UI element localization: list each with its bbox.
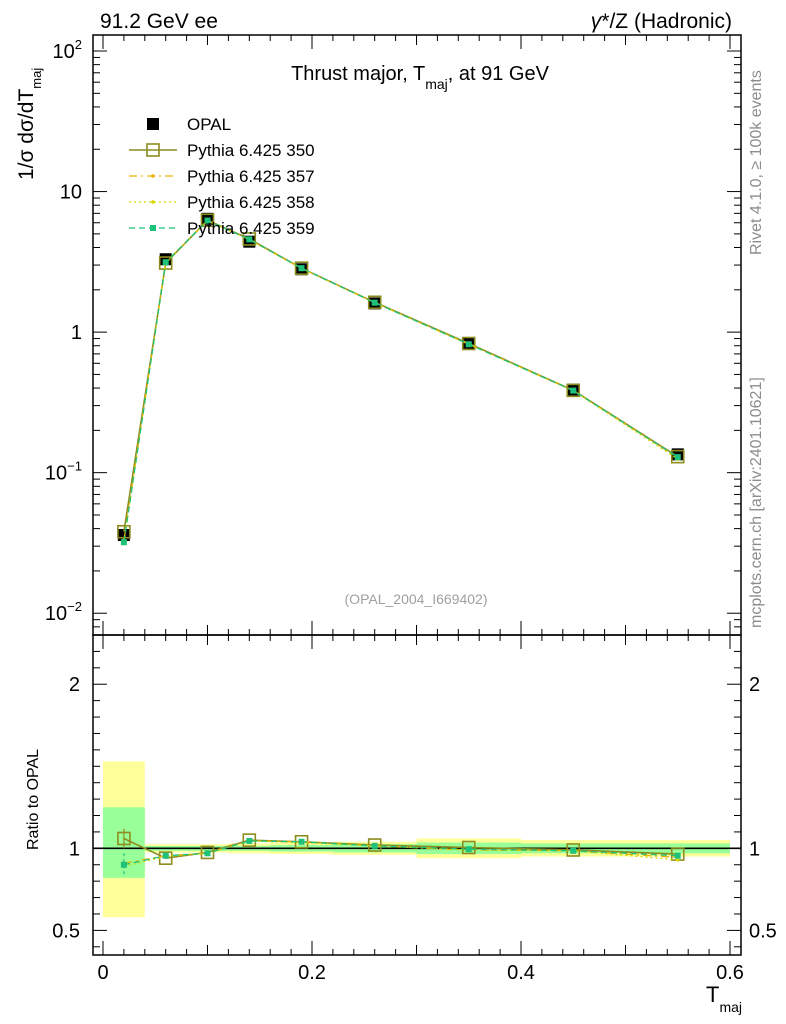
series-point-4 (120, 539, 127, 546)
legend-marker-2 (151, 174, 155, 178)
ratio-y-tick-label-right: 2 (749, 674, 760, 696)
tick-exponent: −2 (67, 599, 82, 614)
series-line-4 (123, 219, 679, 543)
legend-label: Pythia 6.425 359 (187, 219, 315, 238)
main-y-tick-label: 10 (60, 182, 82, 204)
ratio-series-point-4 (120, 861, 127, 868)
series-line-1 (123, 219, 679, 532)
legend-marker-4 (150, 225, 156, 231)
main-y-axis-label-subscript: maj (29, 68, 44, 89)
series-point-1 (461, 336, 476, 351)
x-axis-label: Tmaj (706, 982, 742, 1015)
ratio-series-point-4 (465, 846, 472, 853)
ratio-y-tick-label-left: 1 (69, 838, 80, 860)
opal-data-point (117, 529, 130, 542)
mcplots-label: mcplots.cern.ch [arXiv:2401.10621] (748, 377, 765, 628)
tick-exponent: 2 (75, 37, 82, 52)
analysis-watermark: (OPAL_2004_I669402) (345, 591, 488, 607)
ratio-y-axis-label: Ratio to OPAL (25, 749, 42, 850)
legend-label: OPAL (187, 115, 231, 134)
header-process: */Z (Hadronic) (601, 10, 732, 33)
main-y-tick-label: 10−2 (45, 599, 82, 625)
main-title-text: Thrust major, T (291, 63, 425, 85)
ratio-y-ticks: 0.5 0.5 1 1 2 2 (52, 634, 777, 948)
ratio-series-point-3 (675, 858, 680, 862)
x-tick-label: 0.2 (298, 962, 326, 984)
legend-marker-opal (147, 118, 159, 130)
tick-base: 1 (71, 322, 82, 344)
x-axis-label-subscript: maj (719, 999, 742, 1015)
tick-base: 10 (45, 603, 67, 625)
series-point-4 (371, 299, 378, 306)
ratio-series-point-4 (246, 837, 253, 844)
main-y-axis-label: 1/σ dσ/dTmaj (15, 68, 44, 180)
ratio-y-tick-label-right: 0.5 (749, 920, 777, 942)
ratio-y-tick-label-right: 1 (749, 838, 760, 860)
main-title-tail: , at 91 GeV (448, 63, 550, 85)
series-point-4 (246, 236, 253, 243)
series-point-4 (570, 387, 577, 394)
x-tick-label: 0 (97, 962, 108, 984)
ratio-series-point-4 (162, 852, 169, 859)
tick-base: 10 (60, 182, 82, 204)
main-y-axis-label-text: 1/σ dσ/dT (15, 89, 38, 180)
legend: OPAL Pythia 6.425 350 Pythia 6.425 357 Pyth… (129, 115, 315, 238)
series-point-4 (162, 259, 169, 266)
series-point-1 (367, 295, 382, 310)
ratio-series-point-1 (566, 843, 581, 857)
main-title: Thrust major, Tmaj, at 91 GeV (291, 63, 550, 92)
legend-label: Pythia 6.425 350 (187, 141, 315, 160)
series-point-1 (294, 261, 309, 275)
series-point-1 (566, 383, 581, 398)
ratio-x-ticks: 0 0.2 0.4 0.6 (97, 635, 744, 984)
main-y-tick-label: 1 (71, 322, 82, 344)
legend-label: Pythia 6.425 357 (187, 167, 315, 186)
x-tick-label: 0.4 (507, 962, 535, 984)
ratio-series-point-1 (461, 840, 476, 855)
series-line-3 (123, 219, 679, 543)
series-point-4 (298, 265, 305, 272)
legend-marker-3 (151, 200, 155, 204)
ratio-series-point-4 (204, 850, 211, 857)
series-point-1 (670, 449, 685, 464)
ratio-plot-panel: 0.5 0.5 1 1 2 2 0 0.2 0.4 0.6 Ratio to OPAL Tmaj (25, 634, 777, 1015)
tick-base: 10 (53, 41, 75, 63)
ratio-y-tick-label-left: 2 (69, 674, 80, 696)
legend-marker-1 (146, 143, 160, 157)
ratio-y-tick-label-left: 0.5 (52, 920, 80, 942)
main-y-tick-label: 102 (53, 37, 82, 63)
series-point-1 (158, 256, 173, 270)
legend-label: Pythia 6.425 358 (187, 193, 315, 212)
rivet-label: Rivet 4.1.0, ≥ 100k events (748, 70, 765, 255)
ratio-series-point-4 (674, 852, 681, 859)
series-point-4 (465, 341, 472, 348)
x-axis-label-text: T (706, 982, 719, 1007)
series-point-4 (674, 454, 681, 461)
series-point-4 (204, 217, 211, 224)
ratio-series-point-4 (570, 847, 577, 854)
ratio-series-point-4 (298, 838, 305, 845)
x-tick-label: 0.6 (716, 962, 744, 984)
header-right: γ*/Z (Hadronic) (591, 10, 732, 33)
series-point-1 (242, 232, 257, 246)
main-x-ticks (102, 35, 731, 635)
main-title-subscript: maj (425, 76, 448, 92)
ratio-plot-marks (93, 761, 741, 918)
header-left: 91.2 GeV ee (100, 10, 218, 33)
ratio-series-point-1 (242, 833, 257, 847)
tick-base: 10 (45, 463, 67, 485)
opal-data-point (159, 253, 172, 266)
ratio-series-point-1 (200, 845, 215, 860)
main-plot-marks (117, 212, 685, 546)
series-point-1 (200, 213, 215, 228)
main-y-tick-label: 10−1 (45, 459, 82, 485)
header-gamma: γ (591, 10, 603, 33)
ratio-plot-frame (92, 634, 742, 956)
ratio-series-point-4 (371, 842, 378, 849)
tick-exponent: −1 (67, 459, 82, 474)
series-line-2 (123, 219, 679, 541)
